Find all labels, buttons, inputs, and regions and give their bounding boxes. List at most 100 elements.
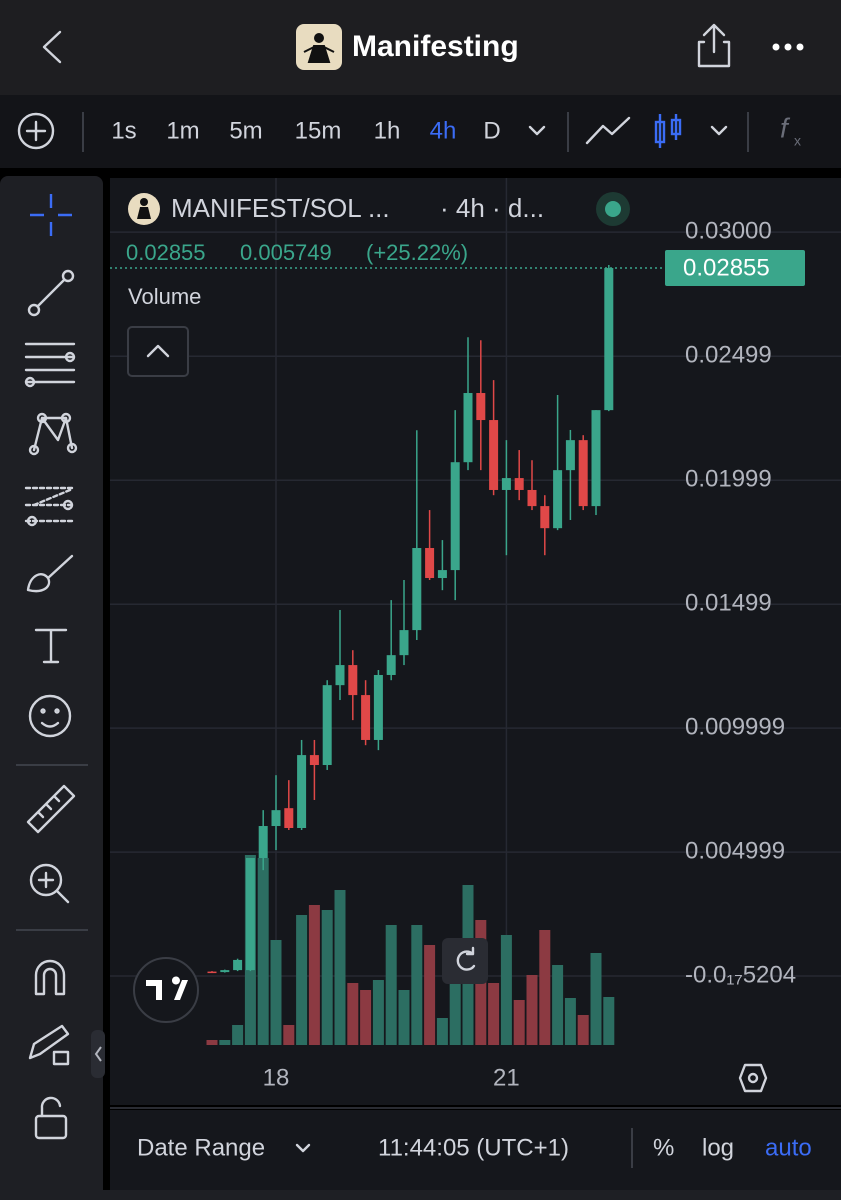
candle-body [450, 462, 460, 571]
candle-body [425, 548, 435, 579]
chart-type-menu[interactable] [710, 125, 728, 136]
volume-bar [372, 980, 384, 1045]
candle-body [463, 393, 473, 463]
fib-tool[interactable] [24, 342, 76, 388]
brush-tool[interactable] [26, 554, 74, 593]
collapse-icon [146, 344, 170, 358]
volume-bar [321, 910, 333, 1045]
last-price-label: 0.02855 [683, 254, 770, 281]
emoji-tool[interactable] [28, 694, 72, 738]
y-tick-label: 0.03000 [685, 217, 772, 244]
y-tick-label: 0.01999 [685, 466, 772, 493]
drawing-toolbar [0, 176, 103, 1200]
timeframe-button[interactable]: 5m [229, 117, 262, 144]
volume-bar [283, 1025, 295, 1045]
y-tick-label: 0.01499 [685, 590, 772, 617]
legend-close: 0.02855 [126, 240, 206, 265]
volume-bar [500, 935, 512, 1045]
candle-body [476, 393, 486, 421]
crosshair-tool[interactable] [30, 194, 72, 236]
volume-bar [577, 1015, 589, 1045]
trend-line-tool[interactable] [27, 269, 75, 317]
back-button[interactable] [42, 30, 62, 64]
candle-body [501, 478, 511, 490]
timeframe-button[interactable]: D [483, 117, 500, 144]
candle-body [527, 489, 537, 507]
y-tick-label: 0.009999 [685, 713, 785, 740]
projection-tool[interactable] [24, 486, 76, 527]
candle-body [361, 695, 371, 740]
volume-bar [449, 955, 461, 1045]
zoom-tool[interactable] [29, 863, 70, 904]
percent-toggle[interactable]: % [653, 1134, 674, 1161]
indicators-button[interactable]: f [780, 112, 791, 143]
magnet-tool[interactable] [34, 959, 66, 996]
header-bar [0, 0, 841, 95]
logo [296, 24, 342, 70]
volume-bar [360, 990, 372, 1045]
volume-bar [257, 858, 269, 1045]
candle-body [540, 506, 550, 529]
volume-bar [488, 983, 500, 1045]
log-toggle[interactable]: log [702, 1134, 734, 1161]
x-tick-label: 18 [263, 1064, 290, 1091]
timeframe-button[interactable]: 15m [295, 117, 342, 144]
volume-bar [296, 915, 308, 1045]
last-price-tag [665, 250, 805, 287]
volume-bar [206, 1040, 218, 1045]
timeframe-button[interactable]: 1s [111, 117, 136, 144]
collapse-toolbar[interactable] [91, 1030, 105, 1078]
candle-body [578, 440, 588, 507]
candle-body [335, 665, 345, 686]
line-chart-button[interactable] [585, 116, 631, 145]
auto-toggle[interactable]: auto [765, 1134, 812, 1161]
bottom-bar [110, 1110, 841, 1190]
pattern-tool[interactable] [28, 412, 78, 456]
volume-bar [385, 925, 397, 1045]
reset-chart[interactable] [442, 938, 488, 984]
candle-body [297, 755, 307, 829]
lock-tool[interactable] [34, 1096, 68, 1140]
volume-label: Volume [128, 284, 201, 309]
add-button[interactable] [17, 112, 55, 150]
volume-bar [411, 925, 423, 1045]
volume-bar [564, 998, 576, 1045]
reset-icon [456, 946, 476, 971]
timeframe-menu[interactable] [528, 125, 546, 136]
timeframe-button[interactable]: 1h [374, 117, 401, 144]
collapse-legend[interactable] [127, 326, 189, 377]
share-button[interactable] [697, 23, 731, 68]
ruler-tool[interactable] [26, 784, 76, 834]
candle-body [233, 959, 243, 971]
indicators-button[interactable]: x [794, 133, 801, 149]
date-range-button[interactable]: Date Range [137, 1134, 265, 1161]
candle-chart-button[interactable] [654, 114, 682, 148]
symbol-logo [128, 193, 160, 225]
candle-body [437, 570, 447, 579]
legend-change: 0.005749 [240, 240, 332, 265]
settings-icon [747, 1072, 759, 1084]
lock-drawing-tool[interactable] [28, 1024, 70, 1066]
legend-change-percent: (+25.22%) [366, 240, 468, 265]
volume-bar [539, 930, 551, 1045]
volume-bar [603, 997, 615, 1045]
candle-body [245, 858, 255, 971]
more-button[interactable] [772, 43, 804, 51]
candle-body [514, 478, 524, 490]
timeframe-button[interactable]: 4h [430, 117, 457, 144]
candle-body [412, 548, 422, 631]
symbol-name[interactable]: MANIFEST/SOL ... [171, 193, 390, 223]
date-range-menu[interactable] [295, 1143, 311, 1153]
candle-body [348, 665, 358, 696]
tradingview-logo[interactable] [133, 957, 199, 1023]
text-tool[interactable] [34, 628, 68, 664]
symbol-interval: · 4h · d... [440, 193, 544, 223]
settings-button[interactable] [738, 1063, 768, 1093]
app-title: Manifesting [352, 30, 519, 63]
x-tick-label: 21 [493, 1064, 520, 1091]
volume-bar [398, 990, 410, 1045]
volume-bar [308, 905, 320, 1045]
home-area [0, 1190, 841, 1200]
volume-bar [219, 1040, 231, 1045]
timeframe-button[interactable]: 1m [166, 117, 199, 144]
